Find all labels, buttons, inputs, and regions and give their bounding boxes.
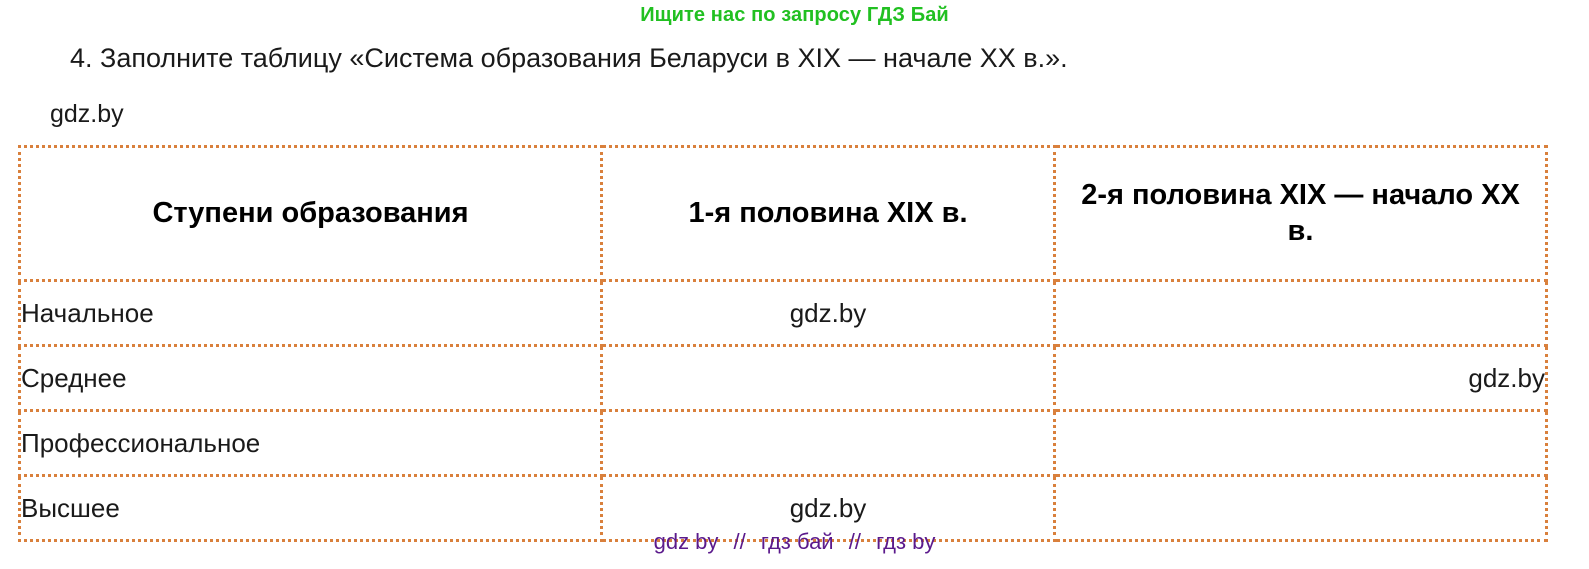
row-label-professional: Профессиональное xyxy=(18,409,603,477)
column-header-first-half: 1-я половина XIX в. xyxy=(600,145,1056,282)
promo-banner: Ищите нас по запросу ГДЗ Бай xyxy=(640,4,949,26)
row-label-secondary: Среднее xyxy=(18,344,603,412)
footer-part-1: gdz by xyxy=(653,529,719,554)
education-system-table: Ступени образования 1-я половина XIX в. … xyxy=(18,145,1548,542)
cell-primary-second-half[interactable] xyxy=(1053,279,1548,347)
footer-watermark: gdz by // гдз бай // гдз by xyxy=(0,529,1589,555)
footer-part-3: гдз by xyxy=(876,529,936,554)
cell-higher-second-half[interactable] xyxy=(1053,474,1548,542)
cell-higher-first-half[interactable]: gdz.by xyxy=(600,474,1056,542)
table-row: Профессиональное xyxy=(18,409,1548,477)
cell-professional-second-half[interactable] xyxy=(1053,409,1548,477)
column-header-stage: Ступени образования xyxy=(18,145,603,282)
cell-secondary-first-half[interactable] xyxy=(600,344,1056,412)
cell-primary-first-half[interactable]: gdz.by xyxy=(600,279,1056,347)
table-row: Высшее gdz.by xyxy=(18,474,1548,542)
footer-separator-2: // xyxy=(848,529,861,554)
watermark-above-table: gdz.by xyxy=(50,100,124,128)
cell-secondary-second-half[interactable]: gdz.by xyxy=(1053,344,1548,412)
column-header-second-half: 2-я половина XIX — начало XX в. xyxy=(1053,145,1548,282)
row-label-higher: Высшее xyxy=(18,474,603,542)
footer-part-2: гдз бай xyxy=(760,529,834,554)
page-title: 4. Заполните таблицу «Система образовани… xyxy=(70,43,1068,73)
row-label-primary: Начальное xyxy=(18,279,603,347)
table-row: Среднее gdz.by xyxy=(18,344,1548,412)
table-row: Начальное gdz.by xyxy=(18,279,1548,347)
footer-separator-1: // xyxy=(733,529,746,554)
table-header-row: Ступени образования 1-я половина XIX в. … xyxy=(18,145,1548,282)
cell-professional-first-half[interactable] xyxy=(600,409,1056,477)
